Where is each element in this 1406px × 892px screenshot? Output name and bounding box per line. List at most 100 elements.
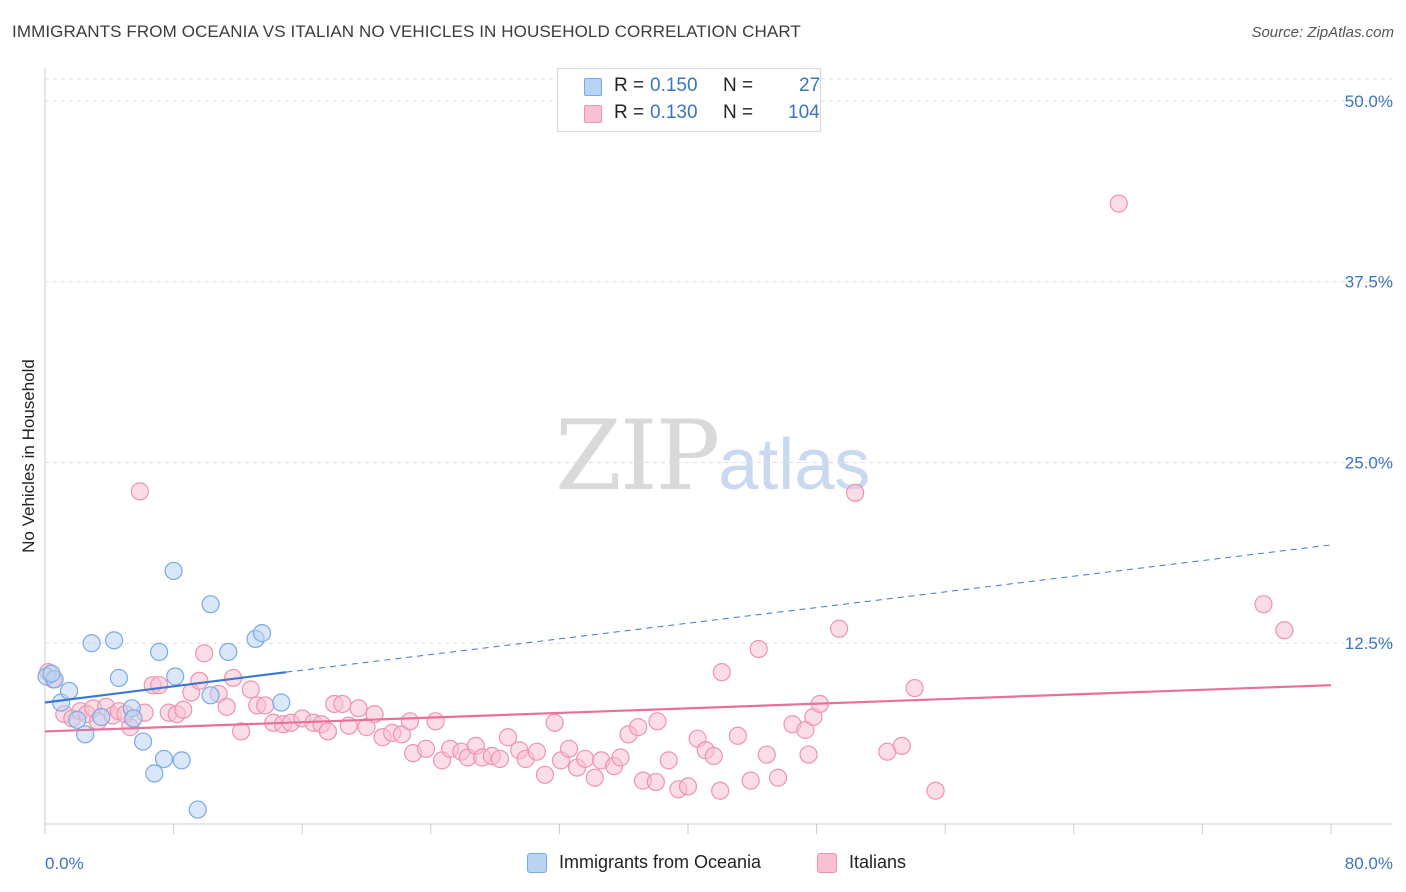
italians-point [195,644,214,663]
oceania-point [42,664,61,683]
italians-point [217,697,236,716]
italians-point [392,725,411,744]
italians-point [256,696,275,715]
y-tick-label: 50.0% [1345,92,1393,111]
legend-n-value: 27 [799,75,821,96]
italians-point [741,771,760,790]
watermark: ZIPatlas [555,400,870,512]
watermark-zip: ZIP [555,400,720,512]
bottom-legend-swatch-blue [527,853,547,873]
data-points [37,194,1294,819]
italians-point [796,720,815,740]
legend-n-label: N = [723,75,754,96]
bottom-legend-swatch-pink [817,853,837,873]
italians-point [150,676,169,695]
italians-point [629,718,648,737]
italians-point [659,751,678,770]
italians-point [576,749,595,769]
oceania-point [68,710,87,729]
legend-r-label: R = [614,75,645,96]
y-tick-label: 25.0% [1345,453,1393,472]
oceania-point [150,642,169,662]
trend-lines [44,544,1332,733]
italians-point [711,781,730,800]
tick-labels: 12.5% 25.0% 37.5% 50.0% 0.0% 80.0% [45,92,1393,873]
italians-point [333,694,352,714]
italians-point [426,712,445,731]
oceania-point [76,725,95,744]
stats-legend: R = 0.150 N = 27 R = 0.130 N = 104 [557,68,821,132]
italians-point [585,768,604,787]
oceania-point [154,749,174,769]
oceania-point [252,624,272,643]
oceania-point [109,668,129,688]
bottom-legend-label: Immigrants from Oceania [559,852,762,872]
italians-point [757,745,776,764]
italians-point [527,742,546,761]
italians-point [905,678,924,698]
oceania-point [219,642,238,662]
italians-point [318,722,338,741]
legend-swatch-blue [584,78,602,96]
oceania-point [124,709,143,728]
legend-swatch-pink [584,105,602,123]
italians-point [349,699,368,718]
oceania-point [133,732,153,751]
oceania-trend-extension [286,544,1332,673]
italians-point [799,745,818,764]
italians-point [190,671,209,690]
legend-n-value: 104 [788,102,820,123]
italians-point [749,639,768,659]
italians-point [926,781,945,800]
oceania-point [60,681,79,701]
italians-point [1275,621,1294,640]
legend-r-value: 0.130 [650,102,698,123]
italians-point [130,482,149,501]
italians-point [535,765,555,784]
legend-r-value: 0.150 [650,75,698,96]
italians-point [490,749,510,769]
source-credit: Source: ZipAtlas.com [1251,24,1394,41]
italians-point [232,722,251,741]
bottom-legend-label: Italians [849,852,907,872]
italians-point [704,746,723,766]
italians-point [892,736,911,756]
oceania-point [166,667,185,686]
grid-lines [45,78,1392,644]
oceania-point [201,686,220,705]
italians-point [648,712,667,731]
italians-point [241,680,260,699]
chart-title: IMMIGRANTS FROM OCEANIA VS ITALIAN NO VE… [12,22,801,41]
italians-point [846,483,865,502]
italians-point [712,663,731,682]
y-axis-title: No Vehicles in Household [19,359,38,553]
italians-point [545,713,564,732]
axes [44,68,1392,834]
legend-n-label: N = [723,102,754,123]
oceania-point [201,595,220,614]
italians-point [559,739,579,758]
oceania-point [164,561,183,581]
oceania-point [92,707,111,727]
watermark-atlas: atlas [718,425,871,505]
oceania-point [145,764,164,783]
italians-point [646,772,665,792]
italians-trend-line [44,684,1332,733]
italians-point [498,728,518,747]
italians-point [1109,194,1128,213]
italians-point [830,619,849,638]
x-tick-label: 0.0% [45,854,84,873]
oceania-point [272,693,291,712]
oceania-point [172,751,191,770]
italians-point [728,726,747,745]
oceania-trend-line [44,671,287,704]
italians-point [357,718,376,737]
y-tick-label: 37.5% [1345,273,1393,292]
italians-point [768,768,788,787]
y-tick-label: 12.5% [1345,634,1393,653]
oceania-point [105,631,124,650]
italians-point [678,777,698,796]
italians-point [400,712,420,731]
italians-point [611,748,630,767]
